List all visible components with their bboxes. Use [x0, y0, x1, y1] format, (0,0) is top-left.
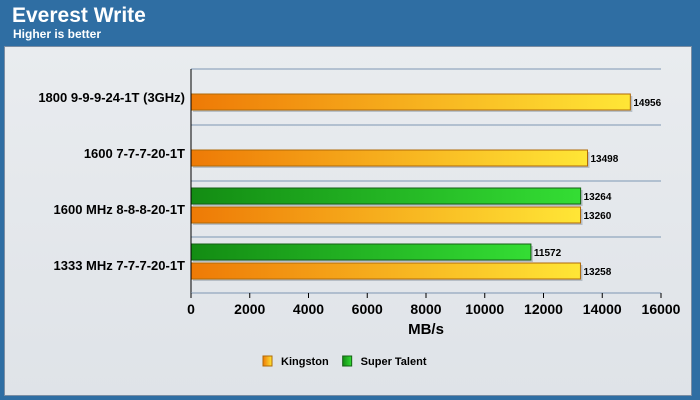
category-label: 1600 7-7-7-20-1T: [84, 146, 185, 161]
data-labels: 14956 13498 13260 13264 13258 11572: [534, 98, 662, 278]
bar-kingston: [190, 206, 582, 224]
data-label: 14956: [633, 98, 661, 109]
legend-label: Kingston: [281, 356, 329, 368]
chart-title: Everest Write: [12, 4, 146, 27]
data-label: 13264: [584, 192, 612, 203]
axes: 1800 9-9-9-24-1T (3GHz) 1600 7-7-7-20-1T 1…: [38, 69, 681, 338]
legend-swatch-super-talent: [342, 355, 353, 367]
x-tick-label: 14000: [583, 301, 622, 317]
x-tick-label: 10000: [465, 301, 504, 317]
x-tick-label: 12000: [524, 301, 563, 317]
data-label: 13258: [583, 267, 611, 278]
chart-panel: 14956 13498 13260 13264 13258 11572 1800 9-9-…: [4, 46, 692, 396]
data-label: 13260: [584, 211, 612, 222]
bar-super-talent: [190, 187, 582, 205]
x-tick-label: 0: [187, 301, 195, 317]
bar-chart: 14956 13498 13260 13264 13258 11572 1800 9-9-…: [38, 68, 681, 368]
x-tick-label: 16000: [642, 301, 681, 317]
data-label: 11572: [534, 248, 562, 259]
category-label: 1800 9-9-9-24-1T (3GHz): [38, 90, 185, 105]
bar-kingston: [190, 149, 589, 167]
legend-label: Super Talent: [361, 356, 427, 368]
bar-super-talent: [190, 243, 532, 261]
bars: [190, 93, 633, 281]
x-tick-label: 2000: [234, 301, 265, 317]
category-label: 1333 MHz 7-7-7-20-1T: [54, 258, 186, 273]
x-tick-label: 6000: [352, 301, 383, 317]
category-label: 1600 MHz 8-8-8-20-1T: [54, 202, 186, 217]
chart-subtitle: Higher is better: [13, 27, 102, 41]
bar-kingston: [190, 93, 631, 111]
legend: Kingston Super Talent: [262, 355, 427, 368]
x-axis-label: MB/s: [408, 321, 444, 338]
legend-swatch-kingston: [262, 355, 273, 367]
x-tick-label: 8000: [410, 301, 441, 317]
bar-kingston: [190, 262, 581, 280]
x-tick-label: 4000: [293, 301, 324, 317]
data-label: 13498: [591, 154, 619, 165]
